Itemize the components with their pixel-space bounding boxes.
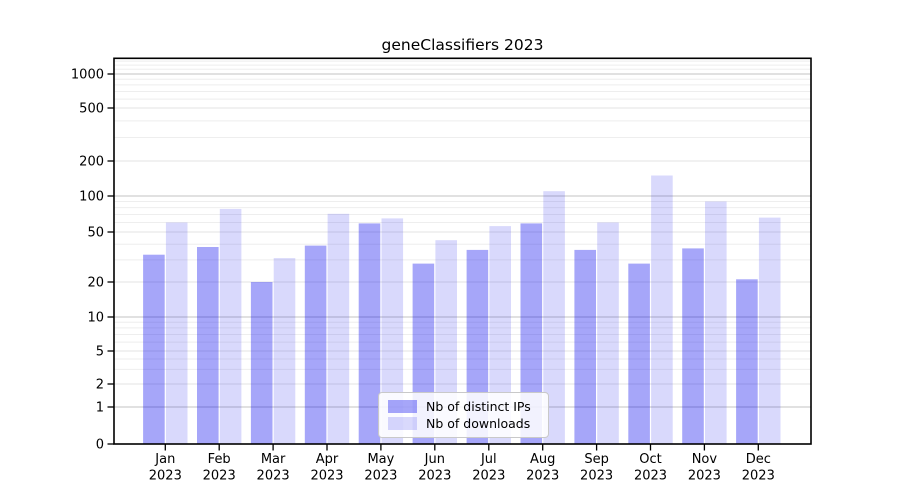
legend-swatch-distinct-ips xyxy=(388,399,417,413)
x-tick-label-year: 2023 xyxy=(149,469,182,484)
x-tick-label-year: 2023 xyxy=(203,469,236,484)
legend-label-distinct-ips: Nb of distinct IPs xyxy=(426,398,531,414)
bar-downloads xyxy=(489,226,511,444)
y-tick-label: 5 xyxy=(96,345,104,360)
bar-downloads xyxy=(219,208,242,444)
x-tick-label-year: 2023 xyxy=(742,469,775,484)
y-tick-label: 0 xyxy=(96,438,104,453)
x-tick-label: Jul xyxy=(480,452,497,467)
x-tick-label: Apr xyxy=(316,452,339,467)
x-tick-label-year: 2023 xyxy=(580,469,613,484)
x-tick-label-year: 2023 xyxy=(364,469,397,484)
bar-distinct-ips xyxy=(520,223,543,444)
bar-distinct-ips xyxy=(574,249,596,444)
bar-downloads xyxy=(327,213,350,444)
x-tick-label: Sep xyxy=(584,452,609,467)
x-tick-label-year: 2023 xyxy=(257,469,290,484)
y-axis: 0 1 2 5 10 20 50 100 200 500 1000 xyxy=(71,68,114,453)
bar-distinct-ips xyxy=(304,245,327,444)
x-tick-label-year: 2023 xyxy=(418,469,451,484)
x-tick-label: Aug xyxy=(530,452,555,467)
legend-label-downloads: Nb of downloads xyxy=(426,416,531,432)
chart-title: geneClassifiers 2023 xyxy=(381,36,544,54)
x-tick-label: Jan xyxy=(154,452,175,467)
y-tick-label: 200 xyxy=(79,155,104,170)
bar-downloads xyxy=(651,175,673,444)
legend-item-downloads: Nb of downloads xyxy=(388,416,539,431)
legend-item-distinct-ips: Nb of distinct IPs xyxy=(388,399,539,414)
bar-downloads xyxy=(705,201,727,444)
x-tick-label-year: 2023 xyxy=(634,469,667,484)
x-tick-label-year: 2023 xyxy=(688,469,721,484)
x-tick-label-year: 2023 xyxy=(310,469,343,484)
y-tick-label: 100 xyxy=(79,190,104,205)
y-tick-label: 500 xyxy=(79,102,104,117)
bar-distinct-ips xyxy=(628,263,650,444)
bar-distinct-ips xyxy=(197,247,219,444)
minor-gridlines xyxy=(114,60,811,370)
legend-swatch-downloads xyxy=(388,417,417,431)
x-tick-label-year: 2023 xyxy=(472,469,505,484)
y-tick-label: 1 xyxy=(96,401,104,416)
y-tick-label: 10 xyxy=(87,311,104,326)
bar-distinct-ips xyxy=(736,279,758,444)
x-tick-label: Jun xyxy=(424,452,445,467)
bar-distinct-ips xyxy=(143,254,165,444)
x-tick-label: Feb xyxy=(208,452,231,467)
x-tick-label: May xyxy=(367,452,394,467)
bar-downloads xyxy=(381,218,404,444)
bar-distinct-ips xyxy=(358,223,381,444)
y-tick-label: 1000 xyxy=(71,68,104,83)
x-tick-label: Mar xyxy=(261,452,286,467)
legend: Nb of distinct IPs Nb of downloads xyxy=(378,392,549,438)
bar-downloads xyxy=(758,217,781,444)
bar-distinct-ips xyxy=(250,282,273,444)
bar-downloads xyxy=(273,258,296,444)
axes-frame xyxy=(113,57,812,445)
bar-downloads xyxy=(543,191,565,444)
bar-downloads xyxy=(597,222,619,444)
x-tick-label: Nov xyxy=(692,452,718,467)
x-tick-label: Oct xyxy=(639,452,661,467)
y-tick-label: 2 xyxy=(96,378,104,393)
y-tick-label: 20 xyxy=(87,276,104,291)
bar-downloads xyxy=(165,222,188,444)
x-axis: Jan 2023 Feb 2023 Mar 2023 Apr 2023 May 2023 Jun 20… xyxy=(149,444,775,484)
bar-distinct-ips xyxy=(682,248,704,444)
x-tick-label-year: 2023 xyxy=(526,469,559,484)
y-tick-label: 50 xyxy=(87,226,104,241)
x-tick-label: Dec xyxy=(746,452,771,467)
